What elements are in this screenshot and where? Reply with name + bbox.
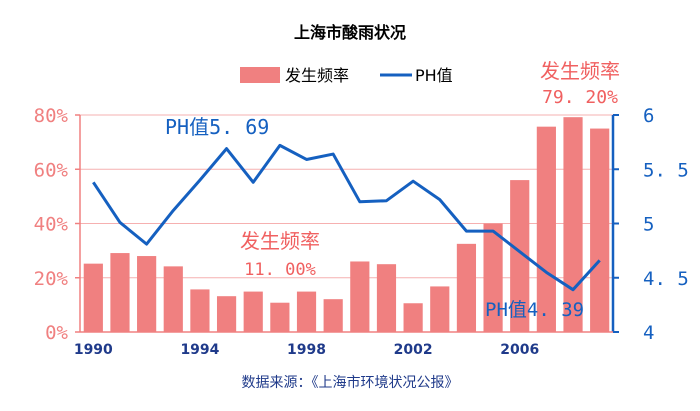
bar-2001 — [376, 264, 397, 332]
right-tick-label: 5. 5 — [643, 159, 689, 181]
bar-1994 — [190, 289, 210, 332]
legend-swatch-frequency — [240, 67, 280, 83]
left-tick-label: 60% — [34, 159, 69, 181]
right-tick-label: 4 — [643, 322, 654, 344]
bar-1999 — [323, 299, 343, 332]
x-tick-label: 2002 — [394, 342, 433, 358]
bar-2007 — [536, 126, 556, 332]
bars — [83, 117, 610, 332]
legend-label-frequency: 发生频率 — [285, 66, 349, 85]
bar-1993 — [163, 266, 183, 332]
x-axis-ticks: 1990 1994 1998 2002 2006 — [74, 342, 539, 358]
ph-line — [92, 143, 601, 292]
annotation-freq-max-label: 发生频率 — [540, 59, 620, 83]
bar-1990 — [83, 263, 103, 332]
left-axis-ticks: 0% 20% 40% 60% 80% — [34, 105, 80, 344]
bar-2008 — [563, 117, 583, 332]
bar-1996 — [243, 291, 263, 332]
annotation-ph-min: PH值4. 39 — [485, 299, 584, 321]
annotation-freq-min-label: 发生频率 — [240, 229, 320, 253]
left-tick-label: 20% — [34, 268, 69, 290]
bar-1995 — [216, 296, 237, 332]
bar-1997 — [270, 302, 290, 332]
right-tick-label: 5 — [643, 214, 654, 236]
left-tick-label: 80% — [34, 105, 69, 127]
right-axis-ticks: 4 4. 5 5 5. 5 6 — [613, 105, 689, 344]
x-tick-label: 1994 — [180, 342, 219, 358]
left-tick-label: 40% — [34, 214, 69, 236]
bar-2000 — [350, 261, 370, 332]
annotation-ph-max: PH值5. 69 — [165, 115, 269, 139]
bar-2003 — [430, 286, 450, 332]
ph-series-line — [92, 143, 601, 292]
left-tick-label: 0% — [45, 322, 68, 344]
x-tick-label: 2006 — [500, 342, 539, 358]
bar-2002 — [403, 303, 423, 332]
legend: 发生频率 PH值 — [240, 66, 453, 85]
bar-2006 — [510, 180, 530, 332]
bar-2005 — [483, 223, 503, 332]
right-tick-label: 4. 5 — [643, 268, 689, 290]
grid-lines — [80, 114, 613, 279]
bar-1998 — [296, 291, 317, 332]
right-tick-label: 6 — [643, 105, 654, 127]
chart-title: 上海市酸雨状况 — [294, 23, 406, 42]
annotation-freq-min-value: 11. 00% — [244, 260, 316, 280]
legend-label-ph: PH值 — [415, 66, 453, 85]
bar-2009 — [590, 128, 610, 332]
source-note: 数据来源：《上海市环境状况公报》 — [242, 374, 459, 391]
bar-1991 — [110, 253, 130, 332]
annotation-freq-max-value: 79. 20% — [542, 87, 618, 108]
bar-2004 — [456, 243, 477, 332]
x-tick-label: 1998 — [287, 342, 326, 358]
x-tick-label: 1990 — [74, 342, 113, 358]
bar-1992 — [137, 256, 157, 332]
